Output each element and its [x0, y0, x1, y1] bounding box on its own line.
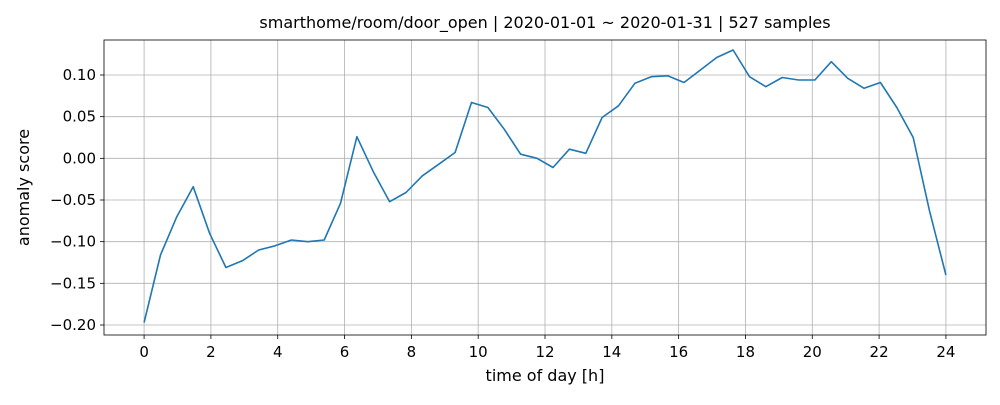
y-axis-label: anomaly score: [14, 129, 33, 246]
x-axis-label: time of day [h]: [486, 366, 605, 385]
x-tick-label: 20: [803, 343, 822, 361]
x-tick-label: 0: [139, 343, 149, 361]
x-tick-label: 10: [469, 343, 488, 361]
series-line: [143, 49, 947, 323]
y-tick-label: −0.05: [50, 191, 96, 209]
y-tick-label: −0.15: [50, 274, 96, 292]
x-tick-label: 18: [736, 343, 755, 361]
series: [143, 49, 947, 323]
x-tick-label: 22: [870, 343, 889, 361]
x-tick-label: 2: [206, 343, 216, 361]
x-tick-label: 12: [535, 343, 554, 361]
y-tick-label: −0.20: [50, 316, 96, 334]
chart-title: smarthome/room/door_open | 2020-01-01 ~ …: [259, 13, 830, 33]
x-tick-label: 24: [936, 343, 955, 361]
x-tick-label: 14: [602, 343, 621, 361]
y-axis-ticks: −0.20 −0.15 −0.10 −0.05 0.00 0.05 0.10: [50, 66, 104, 334]
y-tick-label: 0.00: [63, 149, 96, 167]
x-tick-label: 16: [669, 343, 688, 361]
y-tick-label: 0.10: [63, 66, 96, 84]
grid: [104, 40, 986, 335]
x-tick-label: 6: [340, 343, 350, 361]
x-tick-label: 4: [273, 343, 283, 361]
y-tick-label: 0.05: [63, 108, 96, 126]
y-tick-label: −0.10: [50, 233, 96, 251]
x-tick-label: 8: [407, 343, 417, 361]
x-axis-ticks: 0 2 4 6 8 10 12 14 16 18 20 22 24: [139, 335, 955, 361]
